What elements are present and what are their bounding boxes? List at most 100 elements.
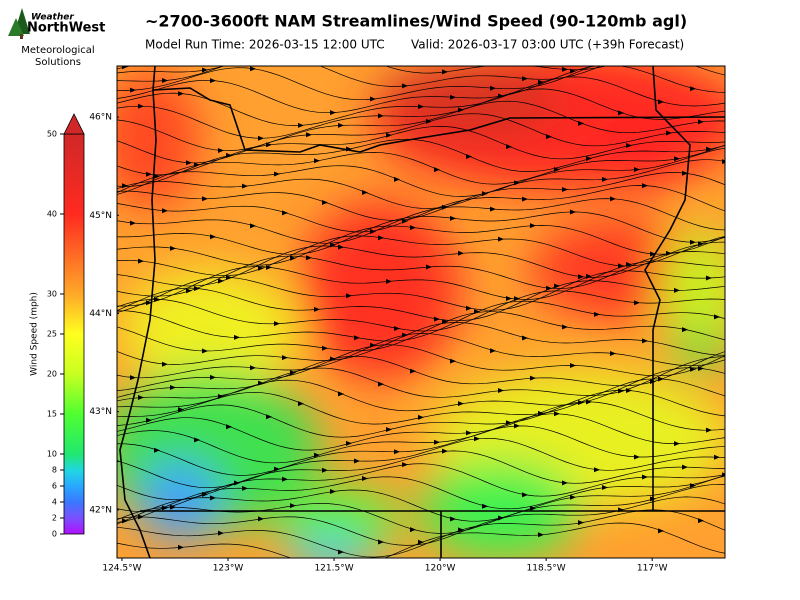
stream-arrow [706,427,712,433]
stream-arrow [130,220,136,226]
stream-arrow [282,210,288,216]
stream-arrow [146,417,152,423]
stream-arrow [690,86,696,92]
stream-arrow [506,144,512,150]
stream-arrow [458,527,464,533]
streamline [117,401,725,451]
streamline [117,270,725,313]
stream-arrow [290,255,296,261]
stream-arrow [338,391,344,397]
stream-arrow [586,273,592,279]
stream-arrow [618,263,624,269]
stream-arrow [674,441,680,447]
stream-arrow [570,68,576,74]
stream-arrow [258,516,264,522]
streamline [117,280,725,322]
stream-arrow [602,484,608,490]
stream-arrow [298,559,304,564]
stream-arrow [394,325,400,331]
stream-arrow [354,335,360,341]
stream-arrow [490,348,496,354]
colorbar-tick-label: 8 [52,466,57,475]
stream-arrow [170,245,176,251]
stream-arrow [610,350,616,356]
stream-arrow [458,401,464,407]
stream-arrow [162,78,168,84]
stream-arrow [362,32,368,37]
streamline [117,333,725,379]
stream-arrow [722,20,728,25]
borders [119,66,725,558]
stream-arrow [362,476,368,482]
stream-arrow [498,93,504,99]
stream-arrow [690,239,696,245]
stream-arrow [650,251,656,257]
stream-arrow [434,316,440,322]
streamline [117,147,725,197]
stream-arrow [554,411,560,417]
stream-arrow [450,94,456,100]
stream-arrow [194,286,200,292]
stream-arrow [346,440,352,446]
stream-arrow [458,107,464,113]
stream-arrow [202,491,208,497]
stream-arrow [338,122,344,128]
colorbar-tick-label: 20 [47,370,57,379]
stream-arrow [117,309,120,313]
stream-arrow [210,234,216,240]
stream-arrow [490,85,496,91]
streamline [117,450,725,501]
stream-arrow [218,148,224,154]
stream-arrow [698,241,704,247]
colorbar-tick-label: 2 [52,514,57,523]
stream-arrow [466,153,472,159]
stream-arrow [402,218,408,224]
stream-arrow [730,227,736,232]
streamline [117,138,725,187]
stream-arrow [562,66,568,72]
stream-arrow [514,423,520,429]
stream-arrow [178,544,184,550]
stream-arrow [450,516,456,522]
stream-arrow [666,250,672,256]
stream-arrow [546,285,552,291]
stream-arrow [730,354,736,359]
stream-arrow [322,199,328,205]
stream-arrow [282,54,288,59]
wind-field [117,20,736,564]
streamline [117,241,725,287]
stream-arrow [626,142,632,148]
title: ~2700-3600ft NAM Streamlines/Wind Speed … [145,12,687,31]
streamline [117,251,725,297]
stream-arrow [386,132,392,138]
streamline [117,172,725,221]
stream-arrow [682,32,688,37]
stream-arrow [322,345,328,351]
valid-time: Valid: 2026-03-17 03:00 UTC (+39h Foreca… [411,38,684,52]
stream-arrow [658,99,664,105]
stream-arrow [490,206,496,212]
stream-arrow [594,467,600,473]
stream-arrow [418,414,424,420]
stream-arrow [730,74,736,79]
stream-arrow [482,191,488,197]
stream-arrow [138,103,144,109]
stream-arrow [658,528,664,534]
stream-arrow [250,223,256,229]
lat-label: 46°N [89,113,112,123]
streamline [117,413,725,464]
stream-arrow [610,196,616,202]
stream-arrow [242,56,248,61]
stream-arrow [546,134,552,140]
stream-arrow [674,287,680,293]
streamline [117,66,602,87]
stream-arrow [146,171,152,177]
logo: Weather NorthWest Meteorological Solutio… [8,8,105,68]
stream-arrow [530,223,536,229]
stream-arrow [258,265,264,271]
stream-arrow [178,91,184,97]
stream-arrow [117,459,120,463]
stream-arrow [266,142,272,148]
stream-arrow [586,399,592,405]
